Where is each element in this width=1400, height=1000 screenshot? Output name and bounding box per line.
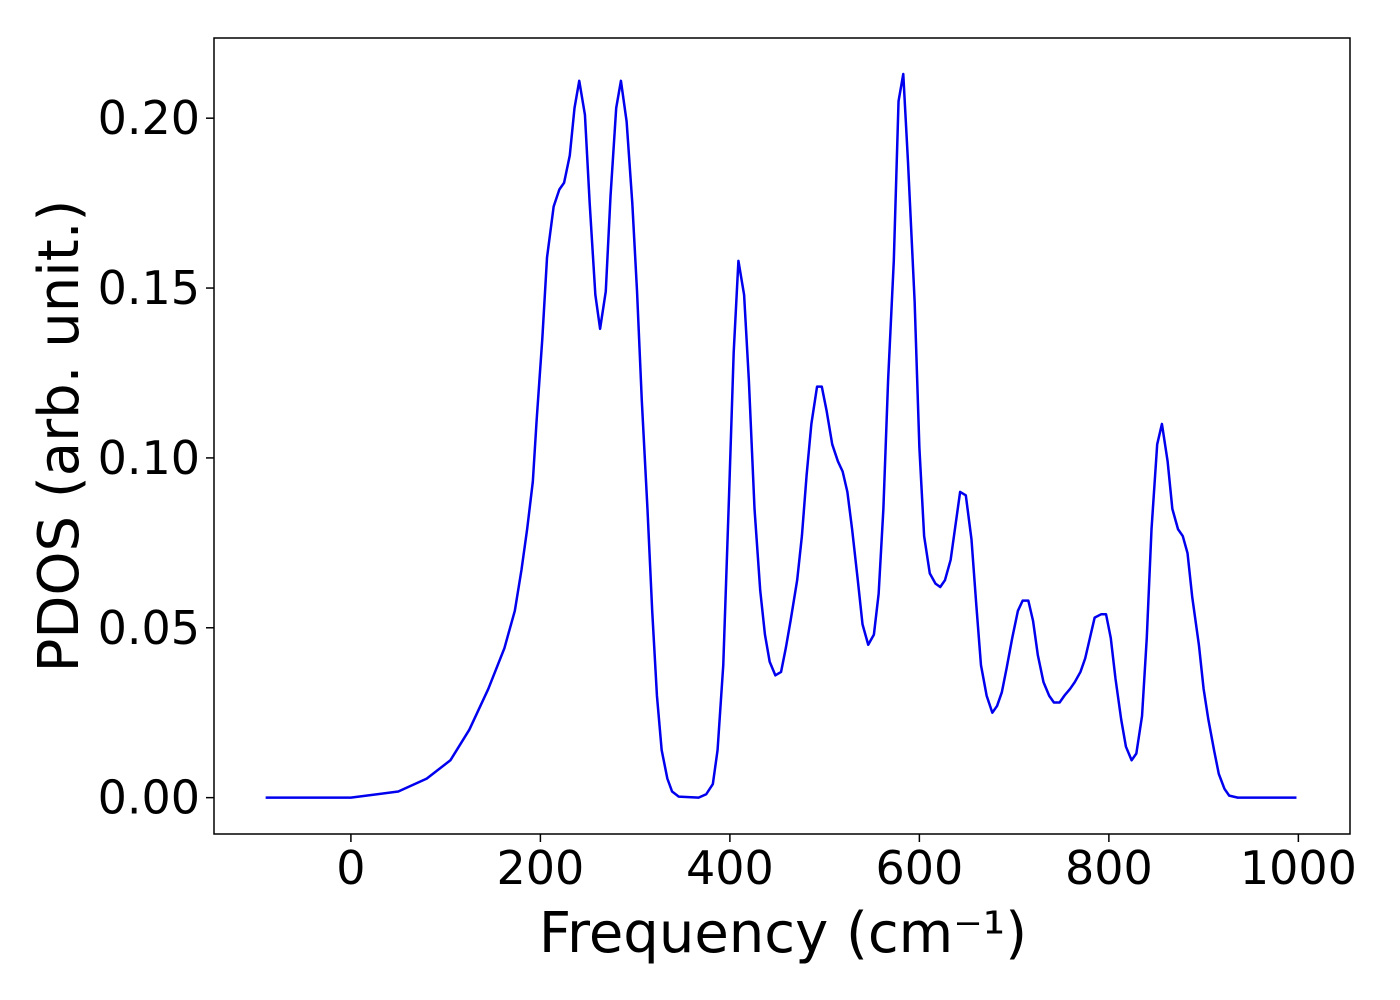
y-tick-label: 0.10 (98, 431, 200, 485)
plot-frame (213, 37, 1351, 835)
y-tick-label: 0.15 (98, 261, 200, 315)
y-tick-label: 0.05 (98, 601, 200, 655)
x-tick-label: 400 (686, 841, 774, 895)
x-tick-label: 0 (336, 841, 365, 895)
x-tick-label: 1000 (1240, 841, 1357, 895)
line (265, 72, 1297, 799)
x-tick-label: 600 (875, 841, 963, 895)
x-axis-label: Frequency (cm⁻¹) (539, 901, 1027, 966)
y-tick-label: 0.00 (98, 771, 200, 825)
x-tick-label: 200 (496, 841, 584, 895)
y-tick-label: 0.20 (98, 91, 200, 145)
x-tick-label: 800 (1065, 841, 1153, 895)
y-axis-label: PDOS (arb. unit.) (27, 200, 92, 673)
